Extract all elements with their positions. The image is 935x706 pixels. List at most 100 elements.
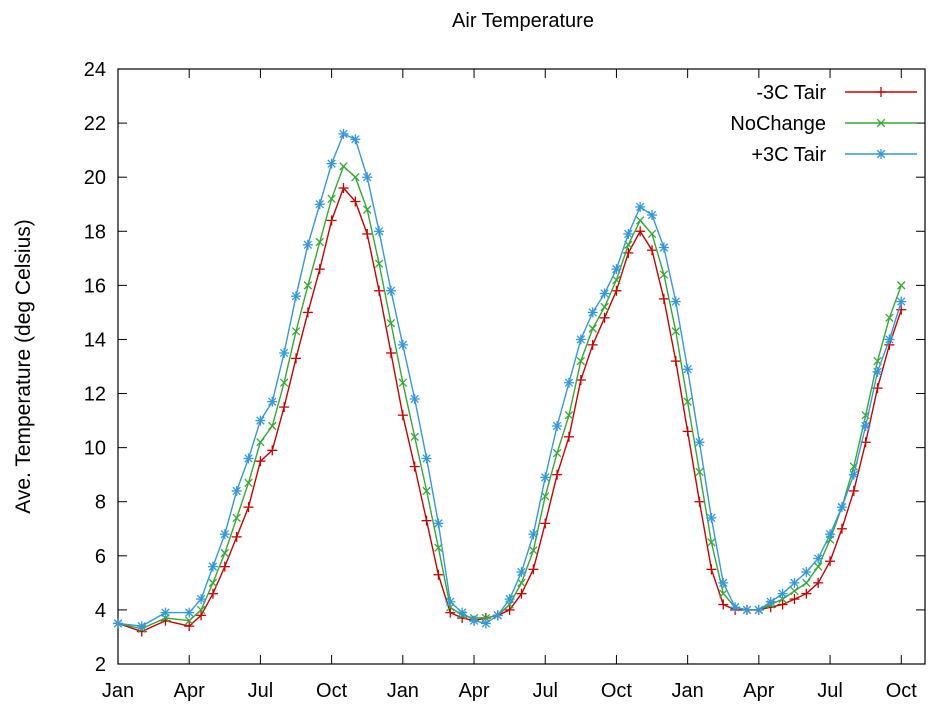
x-tick-label: Jan [102, 680, 134, 702]
marker-stroke [244, 478, 253, 488]
data-point [338, 128, 349, 139]
data-point [207, 561, 218, 572]
marker-stroke [363, 205, 372, 214]
data-point [611, 264, 622, 275]
data-point [492, 610, 503, 621]
data-point [813, 577, 824, 588]
data-point [540, 518, 551, 529]
marker-stroke [529, 546, 538, 555]
x-tick-label: Apr [174, 680, 205, 702]
marker-stroke [208, 562, 218, 571]
data-point [291, 353, 302, 364]
data-point [184, 616, 194, 625]
data-point [409, 461, 420, 472]
marker-stroke [659, 270, 669, 279]
data-point [612, 275, 621, 285]
marker-stroke [766, 597, 775, 607]
marker-stroke [517, 567, 526, 577]
data-point [445, 607, 456, 618]
data-point [730, 602, 741, 613]
marker-stroke [327, 194, 336, 204]
data-point [386, 319, 396, 328]
y-tick-label: 18 [84, 221, 106, 243]
data-point [516, 567, 527, 578]
data-point [789, 594, 800, 605]
data-point [719, 589, 728, 598]
marker-stroke [647, 210, 657, 220]
data-point [232, 513, 241, 523]
data-point [552, 469, 563, 480]
data-point [231, 531, 242, 542]
y-tick-label: 8 [95, 492, 106, 514]
marker-stroke [244, 454, 253, 463]
data-point [872, 366, 883, 377]
data-point [433, 518, 444, 529]
marker-stroke [398, 340, 408, 350]
data-point [279, 402, 290, 413]
series-layer [113, 128, 907, 637]
data-point [802, 578, 811, 588]
chart-title: Air Temperature [452, 10, 594, 32]
marker-stroke [671, 327, 680, 336]
data-point [397, 339, 408, 350]
marker-stroke [279, 378, 289, 387]
data-point [564, 410, 574, 420]
marker-stroke [849, 470, 859, 479]
data-point [267, 396, 278, 407]
marker-stroke [517, 578, 526, 588]
data-point [374, 226, 385, 237]
data-point [516, 588, 527, 599]
data-point [575, 334, 586, 345]
data-point [848, 469, 859, 480]
data-point [256, 438, 265, 447]
data-point [741, 604, 752, 615]
data-point [718, 577, 729, 588]
y-tick-label: 14 [84, 329, 106, 351]
marker-stroke [422, 454, 431, 463]
marker-stroke [730, 602, 740, 612]
marker-stroke [719, 578, 728, 588]
marker-stroke [161, 608, 170, 617]
marker-stroke [790, 578, 799, 588]
marker-stroke [113, 619, 123, 628]
x-tick-label: Jul [532, 680, 558, 702]
data-point [541, 492, 550, 501]
marker-stroke [813, 554, 823, 563]
marker-stroke [647, 229, 657, 239]
data-point [706, 512, 717, 523]
data-point [410, 432, 419, 442]
marker-stroke [184, 616, 194, 625]
data-point [184, 607, 195, 618]
data-point [825, 529, 836, 540]
series--3c-tair [113, 183, 907, 637]
data-point [350, 134, 361, 145]
y-tick-label: 2 [95, 654, 106, 676]
data-point [552, 448, 562, 458]
marker-stroke [339, 129, 348, 139]
data-point [207, 588, 218, 599]
data-point [813, 553, 824, 564]
series-line [117, 165, 902, 630]
marker-stroke [505, 594, 514, 604]
legend-item: NoChange [730, 113, 917, 135]
data-point [350, 196, 361, 207]
marker-stroke [885, 313, 894, 323]
data-point [563, 377, 574, 388]
data-point [504, 594, 515, 605]
marker-stroke [695, 438, 704, 447]
data-point [385, 347, 396, 358]
series--3c-tair [113, 128, 907, 632]
data-point [670, 296, 681, 307]
data-point [884, 334, 895, 345]
data-point [504, 604, 515, 615]
data-point [587, 307, 598, 318]
data-point [801, 588, 812, 599]
marker-stroke [339, 162, 348, 171]
data-point [682, 426, 693, 437]
marker-stroke [232, 513, 241, 523]
marker-stroke [576, 335, 586, 344]
marker-stroke [268, 421, 277, 431]
marker-stroke [790, 586, 799, 596]
marker-stroke [719, 589, 728, 598]
